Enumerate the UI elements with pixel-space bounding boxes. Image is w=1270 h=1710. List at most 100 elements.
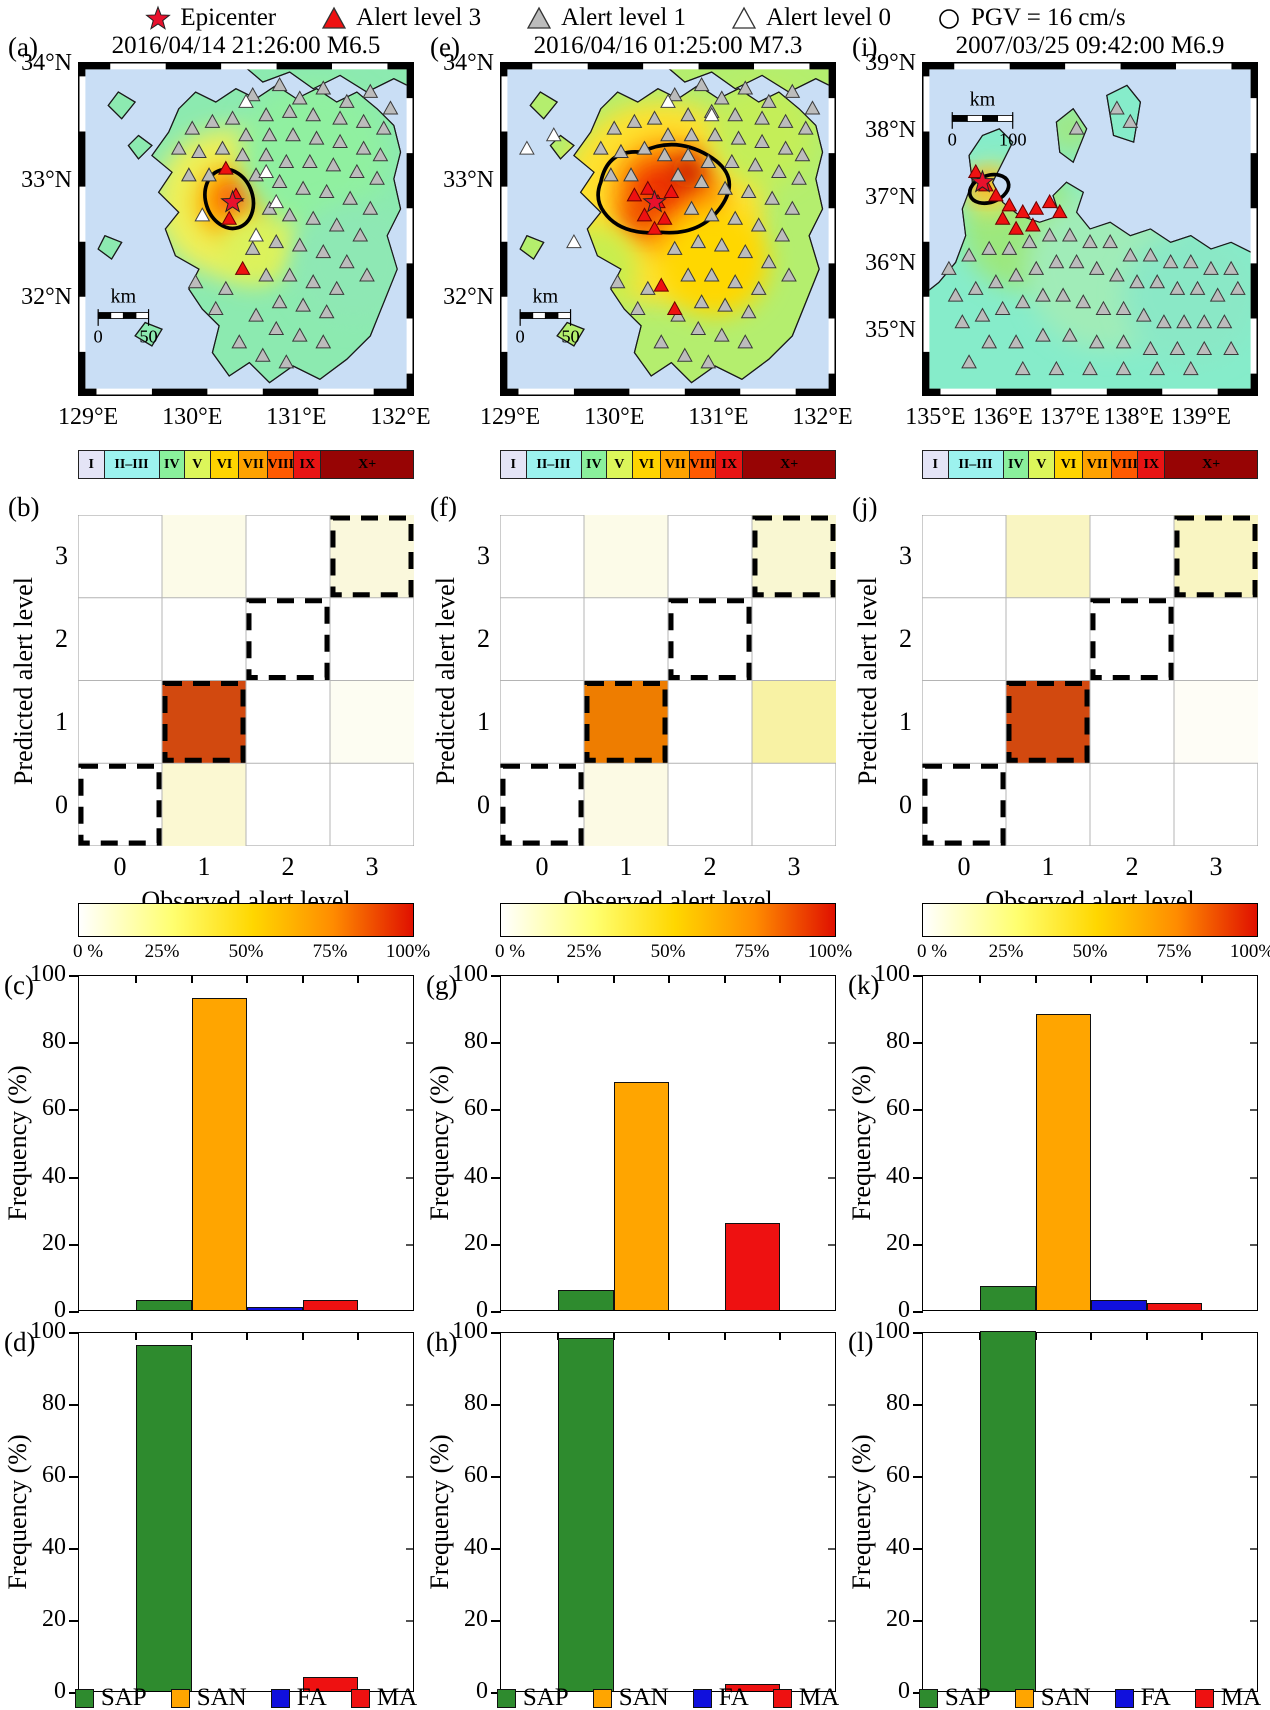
intensity-seg-X+: X+ [321,451,413,478]
ytick-mark-right [406,1176,413,1179]
intensity-seg-II–III: II–III [526,451,582,478]
station-alert1-triangle [328,280,345,295]
matrix-xtick: 1 [197,852,211,881]
station-alert1-triangle [754,133,770,148]
station-alert1-triangle [727,210,744,225]
bottom-legend-item-MA: MA [1194,1684,1261,1710]
column-i: (i) 2007/03/25 09:42:00 M6.9 39°N 38°N 37°N 3… [844,0,1270,1710]
station-alert1-triangle [214,140,231,155]
ytick-mark [69,1404,79,1406]
station-alert3-triangle [1025,217,1041,232]
station-alert1-triangle [1109,267,1125,282]
station-alert1-triangle [291,237,308,252]
legend-label: FA [718,1684,749,1710]
xtick-mark-top [246,1333,248,1340]
station-alert1-triangle [1095,300,1112,315]
station-alert1-triangle [981,334,998,349]
station-alert1-triangle [609,274,626,289]
ytick-mark-right [1250,1042,1257,1045]
scalebar-start: 0 [948,130,957,150]
station-alert1-triangle [268,320,285,335]
ytick-mark-right [828,1109,835,1112]
station-alert1-triangle [777,113,794,128]
matrix-ytick: 3 [477,541,490,571]
bottom-legend-item-SAN: SAN [1014,1684,1091,1710]
ytick-mark [69,1692,79,1694]
legend-label: SAP [522,1684,569,1710]
station-alert1-triangle [1055,287,1071,302]
station-alert1-triangle [1122,247,1139,262]
xtick-mark-top [668,976,670,983]
station-alert1-triangle [355,113,372,128]
station-alert1-triangle [1135,307,1152,322]
station-alert1-triangle [285,127,301,142]
bottom-legend-item-MA: MA [350,1684,417,1710]
station-alert1-triangle [217,280,234,295]
ytick-mark [913,1548,923,1550]
matrix-cell-obs3-pred1 [1174,680,1258,764]
station-alert1-triangle [961,354,977,369]
station-alert1-triangle [338,93,355,108]
station-alert1-triangle [1122,113,1139,128]
station-alert1-triangle [191,143,207,158]
bar-MA [724,1222,780,1310]
station-alert1-triangle [1196,340,1213,356]
legend-label: Epicenter [180,4,277,31]
ytick-label: 80 [464,1028,488,1055]
station-alert3-triangle [221,210,238,225]
ytick-mark [69,975,79,977]
matrix-ytick: 2 [55,624,68,654]
lon-tick: 129°E [57,404,119,430]
lat-tick: 39°N [865,50,916,76]
matrix-ytick: 3 [55,541,68,571]
xtick-mark-top [723,976,726,983]
station-alert0-triangle [519,140,535,155]
station-alert1-triangle [606,120,623,135]
bar-ylabel: Frequency (%) [3,1065,32,1221]
pct-label: 50% [228,941,264,962]
station-alert3-triangle [639,180,656,195]
matrix-cell-obs1-pred1 [1006,680,1090,764]
intensity-seg-V: V [607,451,633,478]
legend-swatch-SAN [1014,1688,1034,1708]
bottom-legend-item-FA: FA [692,1684,749,1710]
station-alert1-triangle [660,127,676,142]
bar-SAP [980,1331,1036,1691]
matrix-xtick: 1 [1041,852,1055,881]
station-alert1-triangle [670,167,686,182]
station-alert3-triangle [1028,200,1045,215]
bar-MA [1146,1303,1202,1310]
station-alert1-triangle [1176,314,1192,329]
lat-tick: 37°N [865,183,916,210]
station-alert0-triangle [194,207,211,222]
ytick-label: 20 [886,1229,910,1256]
station-alert3-triangle [1008,220,1024,235]
ytick-mark-right [406,1109,413,1112]
panel-letter-d: (d) [4,1327,36,1357]
ytick-mark-right [1250,1620,1257,1622]
station-alert1-triangle [204,113,221,128]
diagonal-dashed-box-2 [1090,598,1174,680]
bottom-legend: SAP SAN FA MA [908,1684,1270,1710]
station-alert1-triangle [713,237,730,252]
ytick-label: 20 [464,1229,488,1256]
ytick-mark [491,1404,501,1406]
ytick-mark-right [828,1176,835,1179]
station-alert1-triangle [281,103,298,118]
ytick-mark [913,1176,923,1179]
station-alert1-triangle [676,347,693,362]
intensity-seg-I: I [501,451,527,478]
station-alert1-triangle [291,327,308,342]
station-alert1-triangle [954,314,971,329]
matrix-ylabel: Predicted alert level [853,576,882,785]
xtick-mark-top [668,1333,670,1340]
intensity-seg-I: I [923,451,949,478]
ytick-mark [913,1042,923,1045]
panel-letter-h: (h) [426,1327,458,1357]
xtick-mark-top [612,976,615,983]
ytick-mark [491,1620,501,1622]
ytick-label: 80 [42,1390,66,1416]
legend-item-0: Epicenter [144,4,276,32]
ytick-mark [491,1042,501,1045]
xtick-mark-top [979,976,981,983]
